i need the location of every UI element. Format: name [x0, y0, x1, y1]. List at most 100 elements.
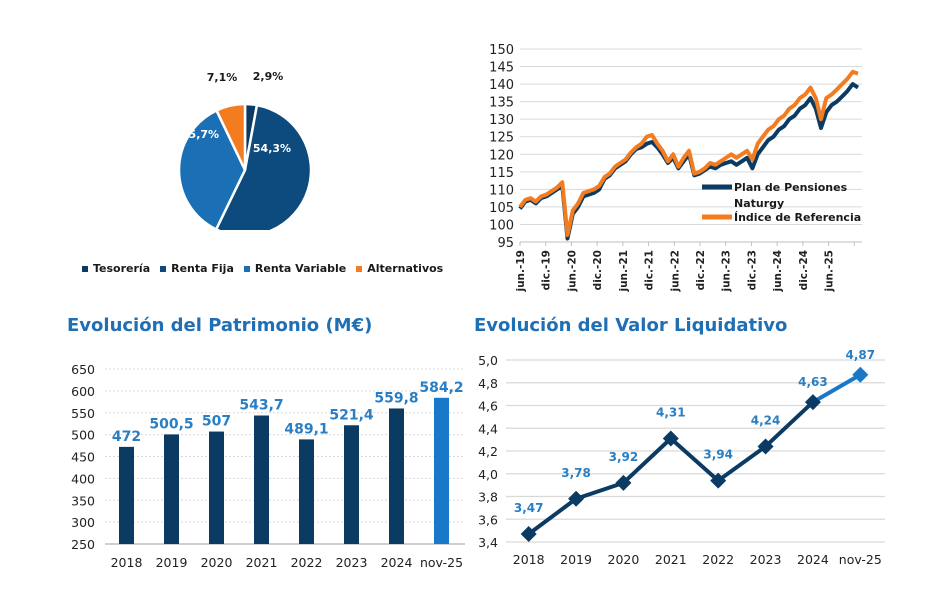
y-tick-label: 3,6 [478, 512, 498, 527]
x-tick-label: 2022 [291, 555, 323, 570]
y-tick-label: 110 [489, 183, 514, 198]
x-tick-label: dic.-22 [695, 250, 707, 290]
line-segment [669, 436, 720, 483]
pie-slice-renta-fija [214, 103, 313, 230]
patrimonio-chart-title: Evolución del Patrimonio (M€) [67, 315, 373, 336]
y-tick-label: 4,4 [478, 421, 498, 436]
bar-data-label: 500,5 [149, 416, 193, 432]
y-tick-label: 650 [71, 362, 95, 377]
y-tick-label: 105 [489, 201, 514, 216]
data-marker-2018 [520, 526, 537, 543]
y-tick-label: 5,0 [478, 353, 498, 368]
data-label: 3,92 [609, 450, 639, 464]
bar-2020 [209, 431, 224, 544]
legend-label: Tesorería [93, 262, 151, 275]
bar-data-label: 489,1 [284, 421, 328, 437]
bar-data-label: 472 [112, 429, 141, 445]
y-tick-label: 250 [71, 537, 95, 552]
legend-item-alternativos: Alternativos [356, 262, 443, 275]
legend-item-tesoreria: Tesorería [82, 262, 150, 275]
y-tick-label: 4,0 [478, 467, 498, 482]
data-marker-2020 [615, 474, 632, 491]
y-tick-label: 120 [489, 148, 514, 163]
patrimonio-bar-chart: 250 300 350 400 450 500 550 600 650 472 2018 500,5 2… [71, 362, 465, 570]
line-segment [575, 480, 625, 501]
y-tick-label: 4,8 [478, 376, 498, 391]
y-tick-label: 150 [489, 43, 514, 58]
x-tick-label: 2021 [246, 555, 278, 570]
y-tick-label: 95 [497, 236, 514, 251]
data-marker-2019 [568, 490, 585, 507]
legend-swatch [160, 265, 167, 272]
x-tick-label: jun.-22 [669, 250, 681, 293]
legend-label-indice: Índice de Referencia [734, 211, 861, 224]
bar-data-label: 559,8 [374, 390, 418, 406]
bar-2023 [344, 425, 359, 544]
data-marker-2024 [804, 394, 821, 411]
legend-label: Renta Fija [171, 262, 234, 275]
y-tick-label: 450 [71, 450, 95, 465]
y-tick-label: 115 [489, 166, 514, 181]
x-tick-label: dic.-24 [798, 250, 810, 290]
bar-2018 [119, 446, 134, 544]
data-marker-2022 [710, 472, 727, 489]
valor-liquidativo-line-chart: 3,4 3,6 3,8 4,0 4,2 4,4 4,6 4,8 5,0 3,47 2018 3,78 2… [478, 348, 885, 567]
data-label: 3,78 [561, 466, 591, 480]
y-tick-label: 350 [71, 493, 95, 508]
legend-swatch [82, 265, 88, 272]
bar-data-label: 507 [202, 414, 231, 430]
x-tick-label: nov-25 [839, 552, 882, 567]
asset-allocation-pie-chart: 2,9% 54,3% 35,7% 7,1% [177, 70, 313, 230]
y-tick-label: 135 [489, 96, 514, 111]
x-tick-label: jun.-25 [824, 250, 836, 293]
y-tick-label: 130 [489, 113, 514, 128]
bar-2021 [254, 415, 269, 544]
pie-data-label: 54,3% [253, 142, 291, 155]
line-segment [717, 444, 767, 483]
valor-liquidativo-chart-title: Evolución del Valor Liquidativo [474, 315, 788, 336]
line-segment [622, 437, 673, 485]
pie-slice-renta-variable [177, 108, 247, 230]
legend-item-renta-variable: Renta Variable [243, 262, 347, 275]
y-tick-label: 140 [489, 78, 514, 93]
data-marker-nov-25 [852, 366, 869, 383]
line-segment [764, 400, 815, 448]
pie-data-label: 7,1% [207, 71, 238, 84]
x-tick-label: jun.-20 [566, 250, 578, 293]
x-tick-label: nov-25 [420, 555, 463, 570]
legend-item-renta-fija: Renta Fija [160, 262, 234, 275]
x-tick-label: 2020 [201, 555, 233, 570]
y-tick-label: 145 [489, 61, 514, 76]
y-tick-label: 400 [71, 471, 95, 486]
line-segment [527, 497, 578, 536]
data-label: 4,24 [751, 413, 781, 427]
bar-2019 [164, 434, 179, 544]
legend-label: Renta Variable [254, 262, 347, 275]
data-marker-2023 [757, 438, 774, 455]
data-marker-2021 [662, 430, 679, 447]
x-tick-label: 2019 [156, 555, 188, 570]
x-tick-label: 2022 [702, 552, 734, 567]
y-tick-label: 100 [489, 218, 514, 233]
x-tick-label: 2021 [655, 552, 687, 567]
pie-slice-alternativos [214, 102, 247, 171]
legend-label-plan: Plan de Pensiones [734, 181, 848, 194]
x-tick-label: 2018 [111, 555, 143, 570]
y-tick-label: 125 [489, 131, 514, 146]
bar-2024 [389, 408, 404, 544]
y-tick-label: 4,2 [478, 444, 498, 459]
bar-data-label: 521,4 [329, 407, 374, 423]
pie-legend: Tesorería Renta Fija Renta Variable Alte… [82, 262, 443, 275]
bar-data-label: 584,2 [419, 380, 463, 396]
y-tick-label: 550 [71, 406, 95, 421]
data-label: 4,63 [798, 375, 828, 389]
legend-label-plan: Naturgy [734, 197, 784, 210]
y-tick-label: 300 [71, 515, 95, 530]
x-tick-label: 2019 [560, 552, 592, 567]
performance-line-chart: 95 100 105 110 115 120 125 130 135 140 145 150 jun.-… [489, 43, 862, 293]
y-tick-label: 3,8 [478, 490, 498, 505]
legend-label: Alternativos [367, 262, 444, 275]
bar-2022 [299, 439, 314, 544]
bar-data-label: 543,7 [239, 398, 283, 414]
x-tick-label: dic.-21 [644, 250, 656, 290]
